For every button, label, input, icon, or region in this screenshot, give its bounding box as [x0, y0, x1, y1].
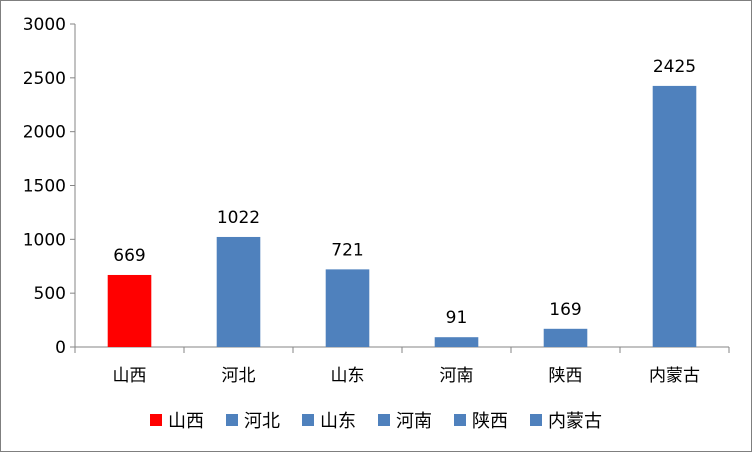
legend-item: 山东: [302, 407, 356, 433]
x-tick-label: 河北: [222, 366, 256, 386]
x-tick-label: 山西: [113, 366, 147, 386]
x-tick-label: 内蒙古: [649, 366, 700, 386]
legend: 山西 河北 山东 河南 陕西 内蒙古: [1, 405, 751, 435]
y-tick-label: 0: [55, 338, 66, 358]
bar-4: [434, 337, 479, 347]
legend-swatch: [150, 414, 162, 426]
legend-label: 山东: [320, 411, 356, 432]
x-tick-label: 山东: [331, 366, 365, 386]
data-label: 91: [446, 308, 468, 328]
legend-swatch: [378, 414, 390, 426]
data-label: 669: [113, 246, 145, 266]
bar-1: [107, 274, 152, 347]
y-tick-label: 2000: [23, 123, 66, 143]
y-tick-label: 1000: [23, 230, 66, 250]
legend-item: 河北: [226, 407, 280, 433]
legend-item: 山西: [150, 407, 204, 433]
legend-swatch: [530, 414, 542, 426]
y-tick-label: 3000: [23, 15, 66, 35]
data-label: 2425: [653, 57, 696, 77]
legend-item: 河南: [378, 407, 432, 433]
bar-5: [543, 328, 588, 347]
data-label: 169: [549, 300, 581, 320]
legend-swatch: [302, 414, 314, 426]
x-tick-label: 陕西: [549, 366, 583, 386]
legend-label: 内蒙古: [548, 411, 602, 432]
data-label: 721: [331, 240, 363, 260]
data-label: 1022: [217, 208, 260, 228]
legend-label: 山西: [168, 411, 204, 432]
y-tick-label: 2500: [23, 69, 66, 89]
legend-swatch: [454, 414, 466, 426]
legend-item: 内蒙古: [530, 407, 602, 433]
bar-6: [652, 85, 697, 348]
bar-3: [325, 269, 370, 347]
legend-label: 河南: [396, 411, 432, 432]
legend-swatch: [226, 414, 238, 426]
legend-item: 陕西: [454, 407, 508, 433]
x-tick-label: 河南: [440, 366, 474, 386]
legend-label: 河北: [244, 411, 280, 432]
legend-label: 陕西: [472, 411, 508, 432]
y-tick-label: 1500: [23, 177, 66, 197]
y-tick-label: 500: [34, 284, 66, 304]
bar-2: [216, 236, 261, 347]
